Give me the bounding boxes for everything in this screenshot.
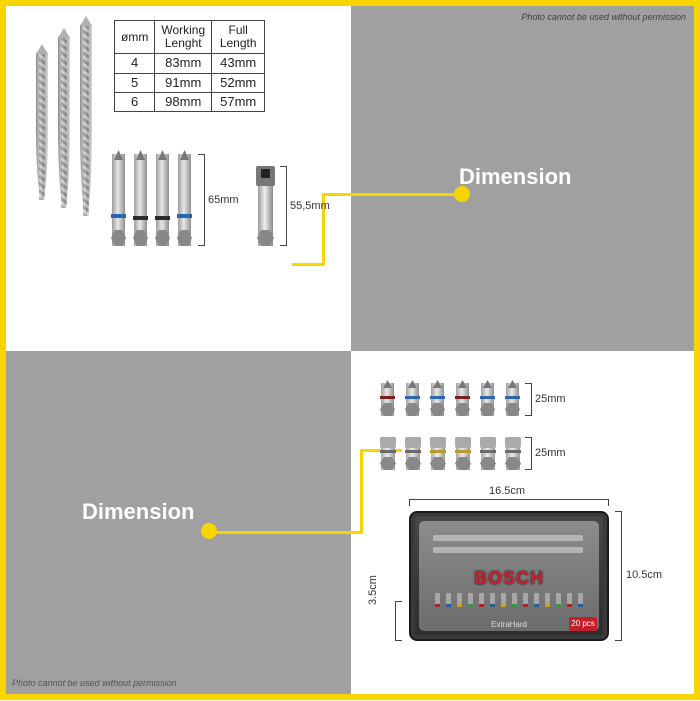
screwdriver-bit-short	[406, 383, 419, 416]
watermark-top: Photo cannot be used without permission	[521, 12, 686, 22]
case-bit-icon	[479, 593, 484, 607]
screwdriver-bit-short	[456, 383, 469, 416]
panel-top-right: Photo cannot be used without permission …	[351, 6, 694, 351]
case-bit-icon	[457, 593, 462, 607]
bracket-case-w	[409, 499, 609, 506]
q4-content: 25mm 25mm BOSCH ExtraHard 20 pcs 16.5cm …	[351, 351, 694, 694]
case-bit-icon	[534, 593, 539, 607]
case-bit-icon	[556, 593, 561, 607]
cell: 4	[115, 54, 155, 73]
twist-drill	[80, 24, 92, 216]
screwdriver-bit-short	[431, 383, 444, 416]
screwdriver-bit-long	[134, 154, 147, 246]
nut-driver-bit	[481, 437, 495, 470]
bracket-case-d	[395, 601, 402, 641]
screwdriver-bit-short	[381, 383, 394, 416]
infographic-frame: Photo cannot be used without permission …	[0, 0, 700, 700]
table-row: 4 83mm 43mm	[115, 54, 265, 73]
table-header-row: ømm WorkingLenght FullLength	[115, 21, 265, 54]
dim-case-h: 10.5cm	[626, 569, 662, 581]
bracket-row2	[525, 437, 532, 470]
cell: 52mm	[212, 73, 265, 92]
dim-row1: 25mm	[535, 393, 566, 405]
cell: 57mm	[212, 92, 265, 111]
panel-bottom-left: Dimension Photo cannot be used without p…	[6, 351, 351, 694]
twist-drill	[36, 52, 48, 200]
twist-drill	[58, 36, 70, 208]
nut-driver-bit	[381, 437, 395, 470]
cell: 43mm	[212, 54, 265, 73]
col-working-length: WorkingLenght	[155, 21, 212, 54]
cell: 6	[115, 92, 155, 111]
watermark-bottom: Photo cannot be used without permission	[12, 678, 177, 688]
screwdriver-bit-long	[156, 154, 169, 246]
table-row: 6 98mm 57mm	[115, 92, 265, 111]
table-row: 5 91mm 52mm	[115, 73, 265, 92]
case-bit-icon	[578, 593, 583, 607]
col-full-length: FullLength	[212, 21, 265, 54]
bit-holder	[258, 166, 273, 246]
product-case: BOSCH ExtraHard 20 pcs	[409, 511, 609, 641]
case-bit-icon	[512, 593, 517, 607]
case-bit-icon	[545, 593, 550, 607]
cell: 5	[115, 73, 155, 92]
case-bit-icon	[468, 593, 473, 607]
dim-case-w: 16.5cm	[489, 485, 525, 497]
pieces-badge: 20 pcs	[569, 617, 597, 631]
screwdriver-bit-long	[178, 154, 191, 246]
dim-case-d: 3.5cm	[367, 575, 379, 605]
nut-driver-bit	[406, 437, 420, 470]
spec-table: ømm WorkingLenght FullLength 4 83mm 43mm…	[114, 20, 265, 112]
case-bit-icon	[523, 593, 528, 607]
q1-content: ømm WorkingLenght FullLength 4 83mm 43mm…	[6, 6, 351, 351]
bracket-holder	[280, 166, 287, 246]
nut-driver-bit	[431, 437, 445, 470]
case-bit-icon	[435, 593, 440, 607]
cell: 98mm	[155, 92, 212, 111]
brand-logo: BOSCH	[411, 568, 607, 589]
cell: 83mm	[155, 54, 212, 73]
dim-65mm: 65mm	[208, 194, 239, 206]
bracket-65mm	[198, 154, 205, 246]
col-diameter: ømm	[115, 21, 155, 54]
screwdriver-bit-short	[481, 383, 494, 416]
screwdriver-bit-long	[112, 154, 125, 246]
nut-driver-bit	[506, 437, 520, 470]
case-bit-icon	[567, 593, 572, 607]
case-bit-icon	[501, 593, 506, 607]
dim-row2: 25mm	[535, 447, 566, 459]
nut-driver-bit	[456, 437, 470, 470]
dim-holder: 55,5mm	[290, 200, 330, 212]
case-bit-icon	[490, 593, 495, 607]
cell: 91mm	[155, 73, 212, 92]
bracket-case-h	[615, 511, 622, 641]
screwdriver-bit-short	[506, 383, 519, 416]
dimension-label-1: Dimension	[459, 164, 571, 190]
bracket-row1	[525, 383, 532, 416]
case-bit-icon	[446, 593, 451, 607]
dimension-label-2: Dimension	[82, 499, 194, 525]
